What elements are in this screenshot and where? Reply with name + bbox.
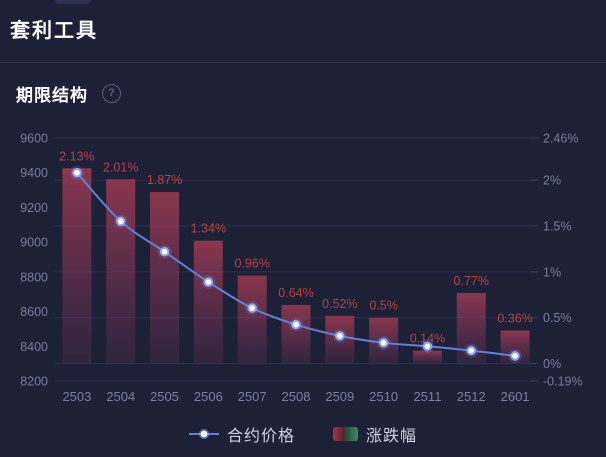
x-axis-label: 2503 — [62, 389, 91, 404]
bar-value-label: 0.14% — [410, 332, 445, 346]
price-point[interactable] — [464, 343, 479, 358]
x-axis-label: 2509 — [325, 389, 354, 404]
legend-price-label: 合约价格 — [226, 428, 295, 445]
price-point[interactable] — [420, 339, 435, 354]
price-point[interactable] — [113, 214, 128, 229]
change-bar[interactable] — [193, 240, 223, 364]
y-axis-right-label: 1.5% — [543, 220, 572, 234]
line-series-icon — [188, 429, 219, 439]
y-axis-left-label: 8200 — [20, 375, 48, 389]
header-divider — [0, 62, 606, 63]
price-point[interactable] — [332, 328, 347, 343]
x-axis-label: 2505 — [150, 389, 179, 404]
y-axis-right-label: -0.19% — [543, 375, 583, 389]
x-axis-label: 2510 — [369, 389, 398, 404]
chart-legend: 合约价格 涨跌幅 — [0, 420, 606, 448]
y-axis-left-label: 8400 — [20, 340, 48, 354]
bar-value-label: 0.77% — [454, 274, 489, 288]
x-axis-label: 2506 — [194, 389, 223, 404]
price-point[interactable] — [376, 335, 391, 350]
change-bar[interactable] — [150, 192, 180, 364]
price-point[interactable] — [289, 317, 303, 332]
change-bar[interactable] — [237, 275, 267, 364]
y-axis-right-label: 0% — [543, 357, 561, 371]
bar-series-icon — [333, 427, 358, 441]
section-header: 期限结构 ? — [16, 82, 121, 105]
price-point[interactable] — [157, 244, 172, 259]
y-axis-left-label: 9400 — [20, 166, 48, 180]
x-axis-label: 2507 — [238, 389, 267, 404]
bar-value-label: 0.96% — [234, 257, 269, 271]
y-axis-right-label: 2% — [543, 174, 561, 188]
y-axis-right-label: 2.46% — [543, 132, 578, 146]
change-bar[interactable] — [412, 350, 442, 364]
x-axis-label: 2504 — [106, 389, 135, 404]
x-axis-label: 2511 — [413, 389, 441, 404]
bar-value-label: 0.64% — [278, 286, 313, 300]
y-axis-left-label: 9200 — [20, 201, 48, 215]
y-axis-left-label: 9600 — [20, 132, 48, 146]
x-axis-label: 2512 — [457, 389, 486, 404]
change-bar[interactable] — [106, 179, 136, 364]
legend-item-change[interactable]: 涨跌幅 — [333, 422, 417, 446]
bar-value-label: 0.36% — [497, 312, 532, 326]
y-axis-right-label: 1% — [543, 265, 561, 279]
change-bar[interactable] — [281, 304, 311, 364]
legend-item-price[interactable]: 合约价格 — [188, 422, 295, 446]
bar-value-label: 2.13% — [59, 149, 94, 163]
y-axis-left-label: 9000 — [20, 236, 48, 250]
change-bar[interactable] — [62, 168, 92, 364]
x-axis-label: 2508 — [282, 389, 311, 404]
y-axis-left-label: 8600 — [20, 305, 48, 319]
y-axis-left-label: 8800 — [20, 270, 48, 284]
bar-value-label: 0.5% — [369, 299, 398, 313]
question-mark-icon[interactable]: ? — [102, 83, 121, 103]
price-point[interactable] — [508, 348, 523, 363]
price-point[interactable] — [201, 275, 216, 290]
section-title: 期限结构 — [16, 85, 88, 105]
bar-value-label: 0.52% — [322, 297, 357, 311]
bar-value-label: 1.87% — [147, 173, 182, 187]
top-edge-notch — [55, 0, 91, 4]
price-point[interactable] — [69, 165, 84, 180]
page-title: 套利工具 — [10, 20, 98, 42]
bar-value-label: 2.01% — [103, 160, 138, 174]
x-axis-label: 2601 — [501, 389, 530, 404]
bar-value-label: 1.34% — [191, 222, 226, 236]
legend-change-label: 涨跌幅 — [366, 428, 418, 445]
y-axis-right-label: 0.5% — [543, 311, 572, 325]
price-point[interactable] — [245, 301, 260, 316]
